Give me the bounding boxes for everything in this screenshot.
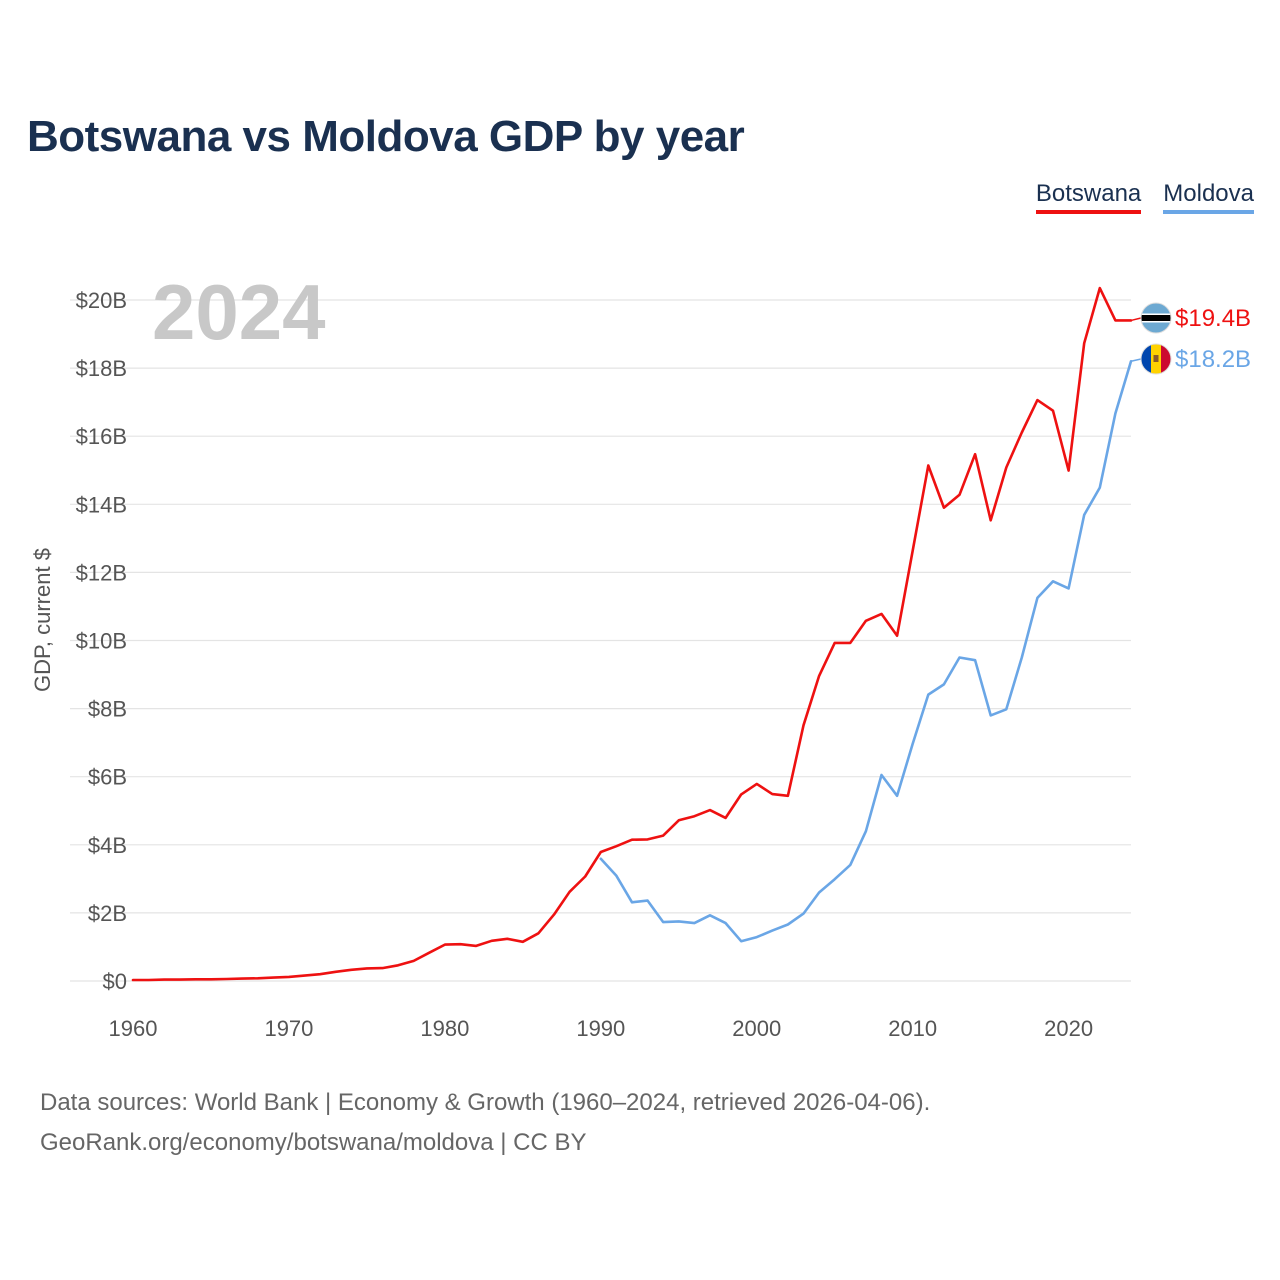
flag-md-red bbox=[1161, 344, 1171, 374]
gdp-line-chart: $0 $2B $4B $6B $8B $10B $12B $14B $16B $18B $20B 1… bbox=[30, 268, 1251, 1041]
flag-botswana-icon bbox=[1141, 303, 1171, 333]
legend-item-moldova[interactable]: Moldova bbox=[1163, 180, 1254, 214]
grid-lines bbox=[70, 299, 1131, 982]
x-tick-label-1990: 1990 bbox=[576, 1016, 625, 1041]
chart-title: Botswana vs Moldova GDP by year bbox=[27, 112, 745, 161]
y-tick-label-10: $10B bbox=[76, 629, 127, 654]
source-line-1: Data sources: World Bank | Economy & Gro… bbox=[40, 1089, 931, 1116]
flag-md-blue bbox=[1141, 344, 1151, 374]
flag-border-botswana bbox=[1140, 302, 1172, 334]
y-tick-label-16: $16B bbox=[76, 424, 127, 449]
x-tick-label-2010: 2010 bbox=[888, 1016, 937, 1041]
series-line-moldova bbox=[599, 359, 1133, 943]
y-tick-label-8: $8B bbox=[88, 697, 127, 722]
y-tick-label-12: $12B bbox=[76, 560, 127, 585]
legend-item-botswana[interactable]: Botswana bbox=[1035, 180, 1142, 214]
series-lines bbox=[131, 286, 1133, 982]
series-line-botswana bbox=[131, 286, 1133, 982]
source-note: Data sources: World Bank | Economy & Gro… bbox=[40, 1083, 930, 1163]
end-connector-moldova bbox=[1130, 358, 1142, 363]
flag-border-moldova bbox=[1140, 343, 1172, 375]
flag-bw-black bbox=[1141, 315, 1171, 321]
source-line-2[interactable]: GeoRank.org/economy/botswana/moldova | C… bbox=[40, 1129, 587, 1156]
end-connector-botswana bbox=[1130, 317, 1142, 322]
y-tick-label-0: $0 bbox=[103, 969, 127, 994]
y-tick-label-6: $6B bbox=[88, 765, 127, 790]
flag-md-emblem bbox=[1153, 355, 1159, 362]
y-tick-label-4: $4B bbox=[88, 833, 127, 858]
y-tick-label-14: $14B bbox=[76, 492, 127, 517]
x-tick-label-2000: 2000 bbox=[732, 1016, 781, 1041]
series-end-markers: $19.4B $18.2B bbox=[1130, 302, 1251, 375]
year-label: 2024 bbox=[152, 268, 326, 356]
end-label-moldova: $18.2B bbox=[1175, 346, 1251, 373]
y-tick-label-20: $20B bbox=[76, 288, 127, 313]
end-marker-botswana: $19.4B bbox=[1130, 302, 1251, 334]
x-axis-ticks: 1960 1970 1980 1990 2000 2010 2020 bbox=[109, 1016, 1094, 1041]
y-axis-title: GDP, current $ bbox=[30, 548, 55, 692]
legend: Botswana Moldova bbox=[1035, 180, 1254, 214]
x-tick-label-1980: 1980 bbox=[420, 1016, 469, 1041]
end-marker-moldova: $18.2B bbox=[1130, 343, 1251, 375]
flag-moldova-icon bbox=[1141, 344, 1171, 374]
end-label-botswana: $19.4B bbox=[1175, 305, 1251, 332]
x-tick-label-2020: 2020 bbox=[1044, 1016, 1093, 1041]
x-tick-label-1970: 1970 bbox=[264, 1016, 313, 1041]
y-tick-label-18: $18B bbox=[76, 356, 127, 381]
y-axis-ticks: $0 $2B $4B $6B $8B $10B $12B $14B $16B $18B $20B bbox=[76, 288, 127, 994]
x-tick-label-1960: 1960 bbox=[109, 1016, 158, 1041]
y-tick-label-2: $2B bbox=[88, 901, 127, 926]
